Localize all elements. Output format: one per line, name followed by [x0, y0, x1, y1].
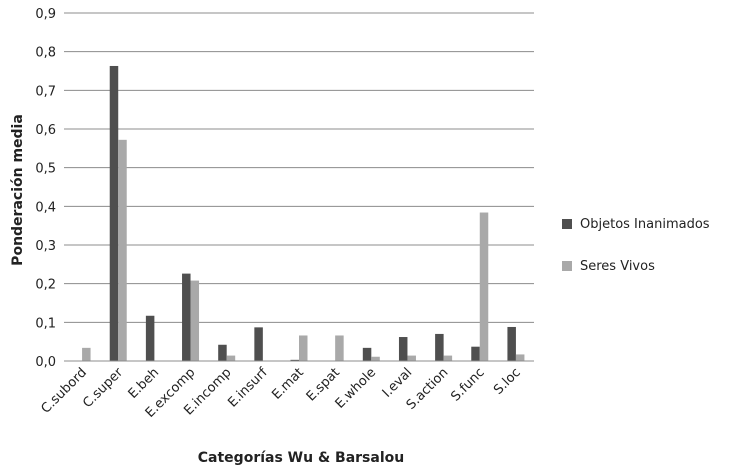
y-tick-label: 0,1 [35, 316, 56, 331]
legend-swatch-objetos-inanimados [562, 219, 572, 229]
y-tick-label: 0,0 [35, 355, 56, 370]
x-tick-label: C.subord [38, 365, 89, 416]
y-tick-label: 0,8 [35, 46, 56, 61]
bar-objetos-inanimados [435, 333, 444, 361]
bar-objetos-inanimados [145, 315, 155, 361]
bar-seres-vivos [479, 212, 489, 361]
bar-objetos-inanimados [254, 327, 263, 361]
y-tick-labels: 0,0 0,1 0,2 0,3 0,4 0,5 0,6 0,7 0,8 0,9 [35, 7, 56, 370]
x-tick-label: S.func [448, 365, 487, 404]
y-tick-label: 0,2 [35, 278, 56, 293]
bar-objetos-inanimados [507, 326, 516, 361]
bar-objetos-inanimados [290, 359, 299, 361]
bar-seres-vivos [82, 347, 91, 361]
bar-objetos-inanimados [398, 337, 408, 361]
bar-seres-vivos [118, 139, 127, 361]
legend-item-objetos-inanimados: Objetos Inanimados [562, 214, 710, 234]
legend-label-objetos-inanimados: Objetos Inanimados [580, 216, 710, 232]
x-tick-label: E.whole [333, 365, 380, 412]
y-tick-label: 0,7 [35, 84, 56, 99]
legend-label-seres-vivos: Seres Vivos [580, 258, 655, 274]
y-axis-title: Ponderación media [10, 114, 26, 266]
x-axis-title: Categorías Wu & Barsalou [198, 450, 404, 466]
bar-seres-vivos [515, 354, 525, 361]
y-tick-label: 0,5 [35, 162, 56, 177]
bar-seres-vivos [335, 335, 344, 361]
bars [82, 65, 525, 362]
y-tick-label: 0,9 [35, 7, 56, 22]
bar-seres-vivos [299, 335, 308, 361]
bar-objetos-inanimados [218, 344, 227, 361]
bar-objetos-inanimados [362, 347, 372, 361]
bar-seres-vivos [190, 280, 200, 361]
x-tick-label: E.insurf [225, 365, 271, 411]
legend-swatch-seres-vivos [562, 261, 572, 271]
bar-seres-vivos [226, 355, 236, 361]
bar-objetos-inanimados [471, 346, 480, 361]
bar-seres-vivos [371, 356, 380, 361]
x-tick-label: S.loc [491, 365, 524, 398]
y-tick-label: 0,6 [35, 123, 56, 138]
legend-item-seres-vivos: Seres Vivos [562, 256, 710, 276]
legend: Objetos Inanimados Seres Vivos [562, 214, 710, 298]
bar-objetos-inanimados [109, 65, 119, 362]
x-tick-label: E.mat [269, 365, 307, 403]
y-tick-label: 0,4 [35, 200, 56, 215]
grid-lines [64, 12, 534, 323]
bar-objetos-inanimados [182, 273, 191, 361]
x-tick-label: C.super [80, 365, 126, 411]
bar-seres-vivos [443, 355, 453, 361]
bar-seres-vivos [407, 355, 416, 361]
y-tick-label: 0,3 [35, 239, 56, 254]
